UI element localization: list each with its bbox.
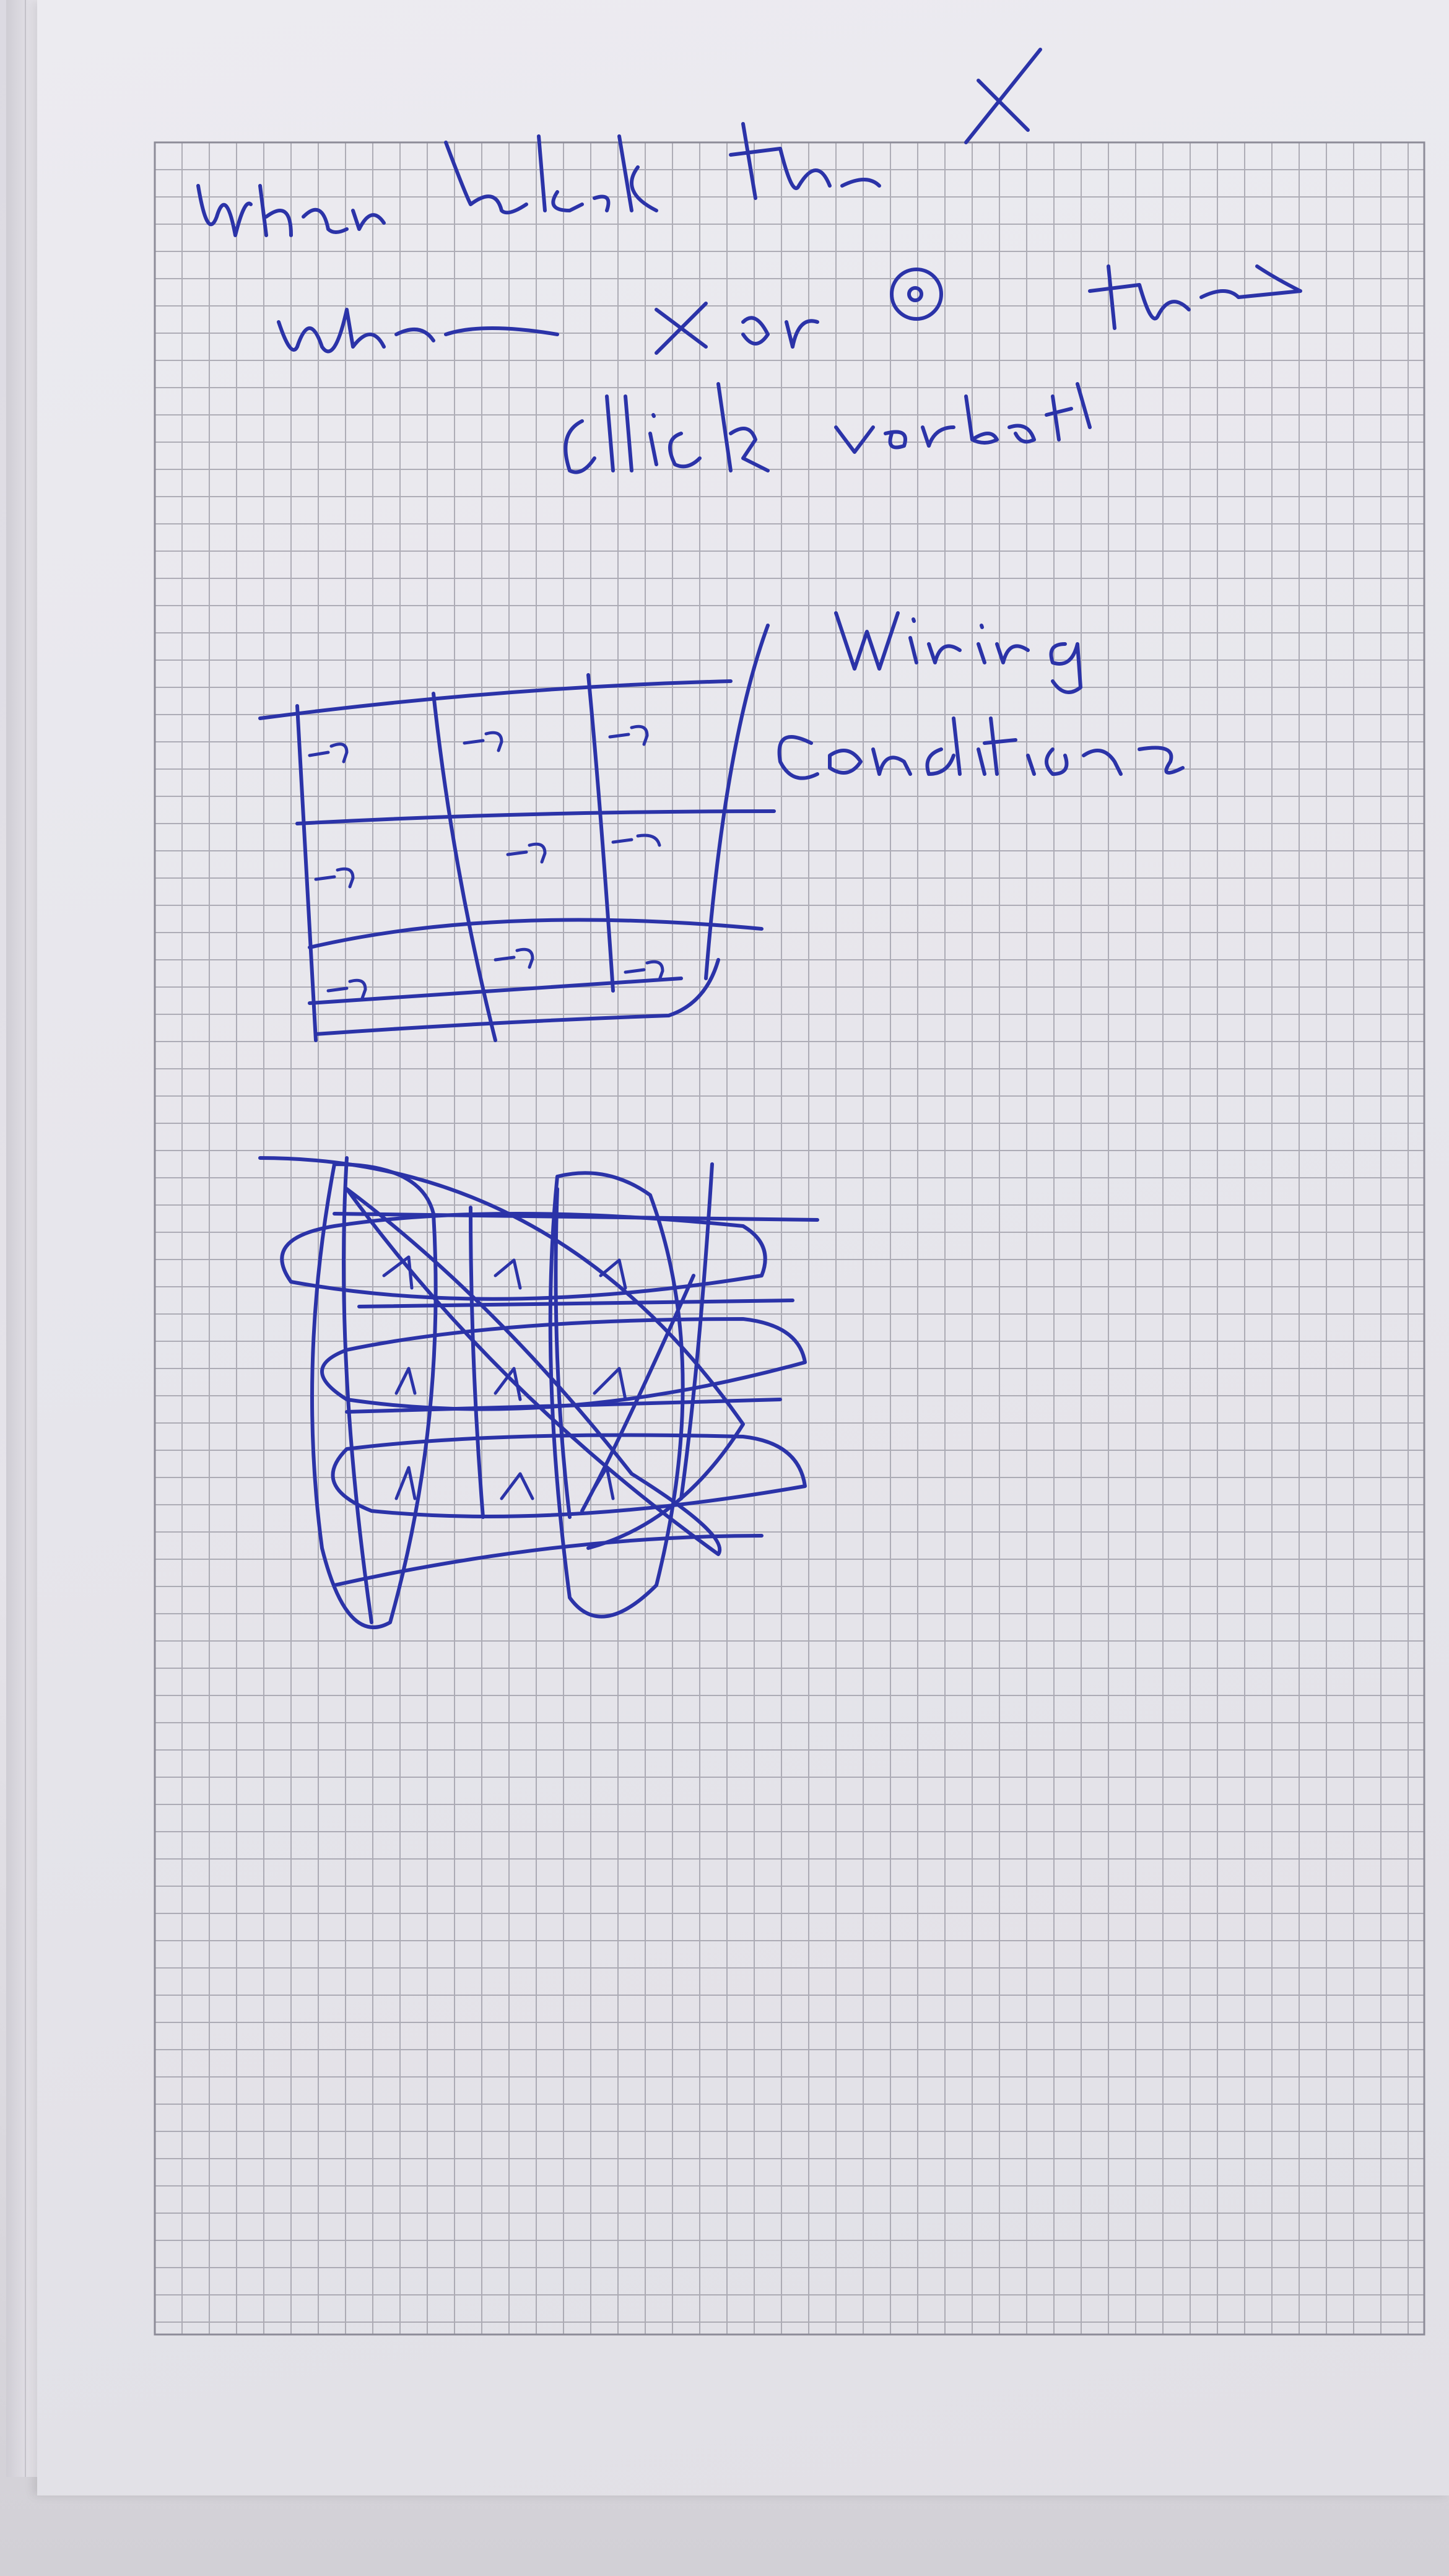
- tictactoe-grid-1: [258, 624, 776, 1042]
- grid-1-cell-marks: [308, 724, 664, 1000]
- handwritten-line-3: [564, 382, 1092, 474]
- grid-2-cell-marks: [382, 1255, 627, 1500]
- grid-border: [154, 141, 1425, 2336]
- handwritten-winning-conditions: [777, 611, 1185, 780]
- handwritten-line-1: [196, 48, 1042, 237]
- handwritten-line-2: [277, 264, 1302, 355]
- notebook-page: [37, 0, 1449, 2496]
- tictactoe-grid-2: [258, 1156, 819, 1629]
- graph-grid: [154, 142, 1424, 2334]
